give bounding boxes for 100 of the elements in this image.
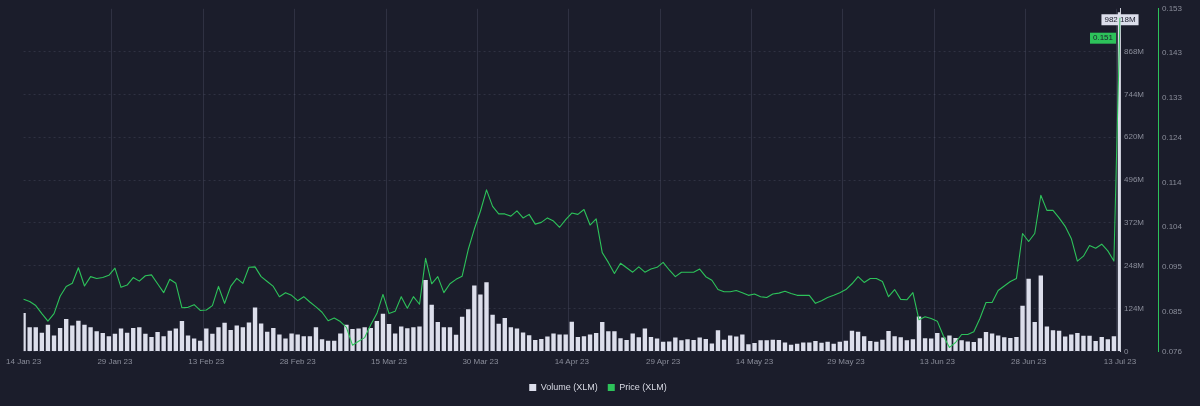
x-tick-label: 13 Feb 23 [188, 357, 225, 367]
bar [100, 333, 105, 351]
y-tick-label: 620M [1124, 132, 1145, 142]
bar [466, 309, 471, 351]
y-tick-label: 496M [1124, 175, 1145, 185]
bar [904, 340, 909, 351]
data-label: 0.151 [1092, 33, 1114, 43]
x-tick-label: 29 May 23 [827, 357, 866, 367]
bar [995, 335, 1001, 351]
legend-label: Price (XLM) [619, 381, 667, 392]
bar [459, 316, 465, 351]
y2-tick-label: 0.153 [1162, 4, 1183, 13]
bar [1111, 336, 1117, 351]
bar [399, 326, 404, 351]
bar [587, 334, 593, 351]
x-tick-label: 14 Apr 23 [554, 357, 590, 367]
bar [1099, 336, 1104, 351]
bar [965, 341, 970, 351]
bar [910, 339, 916, 351]
bar [112, 333, 118, 351]
bar [45, 324, 51, 351]
bar [173, 328, 179, 351]
bar [313, 327, 319, 351]
bar [593, 333, 599, 351]
bar [569, 321, 574, 351]
bar [849, 330, 855, 351]
bar [508, 327, 514, 351]
bar [246, 322, 252, 351]
x-tick-label: 29 Jan 23 [97, 357, 134, 367]
bar [301, 336, 306, 351]
bar [563, 334, 568, 351]
bar [715, 330, 721, 351]
bar [1056, 330, 1062, 351]
x-tick-label: 29 Apr 23 [646, 357, 681, 367]
bar [520, 332, 526, 351]
x-tick-label: 14 Jan 23 [6, 357, 42, 367]
bar [600, 322, 605, 351]
bar [526, 335, 532, 351]
bar [131, 327, 136, 351]
bar [721, 339, 727, 351]
bar [1105, 339, 1111, 351]
bar [118, 328, 124, 351]
bar [1038, 275, 1044, 351]
bar [1032, 322, 1037, 351]
bar [453, 334, 459, 351]
bar [447, 327, 453, 351]
bar [770, 339, 775, 351]
y-tick-label: 744M [1124, 89, 1145, 99]
bar [374, 321, 380, 351]
y2-tick-label: 0.143 [1162, 48, 1183, 58]
bar [922, 338, 928, 351]
bar [258, 323, 264, 351]
bar [106, 336, 112, 351]
bar [935, 333, 940, 351]
bar [709, 343, 715, 351]
bar [703, 338, 708, 351]
bar [1002, 337, 1007, 351]
bar [667, 341, 672, 351]
bar [57, 327, 63, 351]
y2-tick-label: 0.095 [1162, 262, 1183, 272]
bar [630, 333, 635, 351]
bar [794, 343, 800, 351]
bar [837, 341, 842, 351]
bar [380, 313, 386, 351]
bar [575, 336, 581, 351]
bar [386, 324, 392, 351]
bar [124, 332, 130, 351]
y-tick-label: 0 [1124, 346, 1129, 356]
bar [782, 342, 788, 351]
bar [435, 322, 440, 351]
bar [252, 307, 258, 351]
bar [392, 333, 398, 351]
bar [319, 339, 325, 351]
bar [648, 336, 654, 351]
bar [727, 335, 733, 351]
bar [1050, 330, 1056, 351]
x-tick-label: 28 Feb 23 [279, 357, 317, 367]
x-tick-label: 13 Jul 23 [1103, 357, 1137, 367]
bar [636, 337, 641, 351]
bar [1069, 334, 1074, 351]
x-tick-label: 15 Mar 23 [371, 357, 408, 367]
y2-tick-label: 0.076 [1162, 346, 1183, 356]
x-tick-label: 14 May 23 [735, 357, 774, 367]
bar [764, 340, 769, 351]
x-tick-label: 30 Mar 23 [462, 357, 499, 367]
y-tick-label: 372M [1124, 218, 1145, 228]
bar [39, 332, 45, 351]
bar [801, 342, 806, 351]
bar [855, 331, 861, 351]
bar [861, 336, 867, 351]
bar [70, 325, 75, 351]
bar [502, 317, 507, 351]
y2-tick-label: 0.124 [1162, 133, 1183, 143]
y2-tick-label: 0.133 [1162, 92, 1183, 102]
bar [868, 341, 873, 351]
bar [307, 336, 313, 351]
bar [368, 327, 373, 351]
bar [776, 340, 782, 351]
bar [234, 325, 239, 351]
x-tick-label: 28 Jun 23 [1011, 357, 1047, 367]
